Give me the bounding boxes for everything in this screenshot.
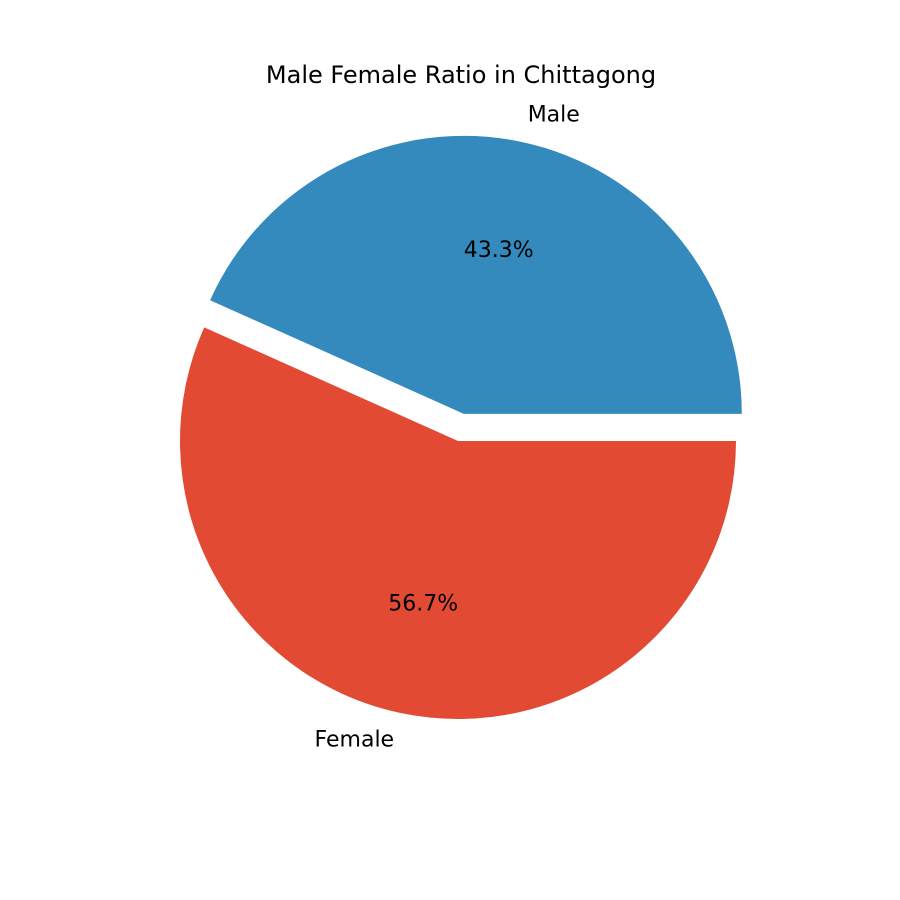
pie-slices (180, 135, 742, 719)
pie-slice-male (210, 135, 742, 414)
pie-labels: Male 43.3% Female 56.7% (315, 102, 580, 752)
slice-label-female: Female (315, 728, 395, 753)
slice-percent-female: 56.7% (388, 592, 458, 617)
slice-label-male: Male (528, 102, 580, 127)
chart-title: Male Female Ratio in Chittagong (266, 61, 656, 89)
pie-slice-female (180, 327, 736, 719)
slice-percent-male: 43.3% (464, 238, 534, 263)
